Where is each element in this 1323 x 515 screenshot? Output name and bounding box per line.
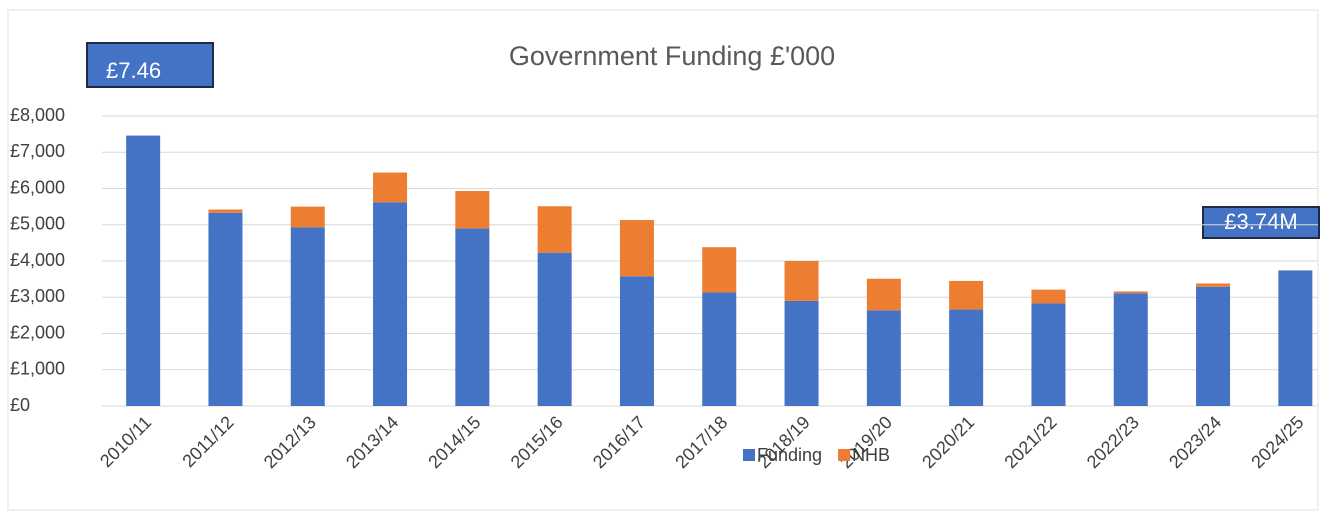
y-tick-label: £4,000 [10,250,65,270]
bar-segment [1278,270,1313,406]
legend-swatch [838,449,851,461]
bar-segment [126,135,161,406]
y-tick-label: £8,000 [10,105,65,125]
bar-segment [866,310,901,406]
bar-segment [455,228,490,406]
legend-label: NHB [852,445,890,465]
y-tick-label: £5,000 [10,214,65,234]
y-tick-label: £2,000 [10,322,65,342]
y-tick-label: £3,000 [10,286,65,306]
annotation: £7.46 [106,58,161,83]
bar-segment [208,212,243,406]
annotation: £3.74M [1224,209,1297,234]
bar-segment [702,292,737,406]
bar-segment [373,172,408,203]
annotation-box [1202,206,1320,239]
bar-segment [619,276,654,406]
annotation-box [86,42,214,88]
legend-swatch [743,449,755,461]
bar-segment [1113,291,1148,294]
bar-segment [1196,283,1231,287]
bar-segment [619,220,654,277]
bar-segment [1031,303,1066,406]
bar-segment [290,227,325,406]
bar-segment [784,261,819,301]
y-tick-label: £1,000 [10,359,65,379]
bar-segment [537,252,572,406]
bar-segment [537,206,572,253]
bar-segment [1031,289,1066,304]
bar-segment [455,191,490,229]
bar-segment [784,300,819,406]
bar-segment [290,206,325,228]
bar-segment [949,309,984,406]
y-tick-label: £6,000 [10,177,65,197]
bar-segment [702,247,737,293]
bar-segment [373,202,408,406]
bar-segment [1196,286,1231,406]
y-tick-label: £0 [10,395,30,415]
bar-segment [1113,293,1148,406]
bar-segment [208,209,243,213]
bar-segment [949,280,984,310]
legend-label: Funding [757,445,822,465]
bar-segment [866,278,901,311]
chart-title: Government Funding £'000 [509,41,835,71]
y-tick-label: £7,000 [10,141,65,161]
